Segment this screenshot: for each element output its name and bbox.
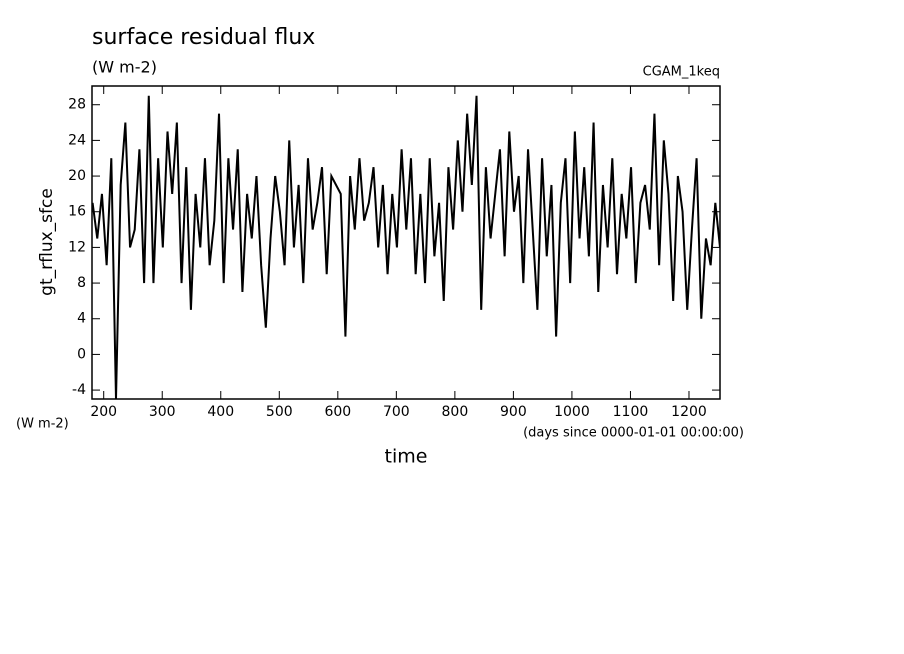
y-tick-label: 24	[68, 132, 86, 148]
y-tick-label: 20	[68, 168, 86, 184]
x-axis-label: time	[385, 446, 428, 468]
x-tick-label: 1200	[671, 404, 707, 420]
x-tick-label: 1000	[554, 404, 590, 420]
chart-subtitle: (W m-2)	[92, 58, 157, 77]
plot-frame	[91, 85, 721, 400]
y-axis-label: gt_rflux_sfce	[37, 188, 57, 296]
x-tick-label: 800	[442, 404, 469, 420]
y-tick-label: 16	[68, 204, 86, 220]
y-tick-label: 8	[77, 275, 86, 291]
x-tick-label: 600	[324, 404, 351, 420]
y-tick-label: 4	[77, 311, 86, 327]
x-tick-label: 700	[383, 404, 410, 420]
annotation: CGAM_1keq	[643, 65, 720, 80]
y-tick-label: -4	[72, 382, 86, 398]
data-line	[92, 95, 720, 399]
y-units: (W m-2)	[16, 417, 69, 432]
x-tick-label: 1100	[613, 404, 649, 420]
x-tick-label: 200	[90, 404, 117, 420]
x-tick-label: 900	[500, 404, 527, 420]
x-tick-label: 400	[207, 404, 234, 420]
x-units: (days since 0000-01-01 00:00:00)	[523, 426, 744, 441]
y-tick-label: 0	[77, 346, 86, 362]
x-tick-label: 300	[149, 404, 176, 420]
chart-title: surface residual flux	[92, 25, 315, 50]
y-tick-label: 28	[68, 97, 86, 113]
y-tick-label: 12	[68, 239, 86, 255]
x-tick-label: 500	[266, 404, 293, 420]
